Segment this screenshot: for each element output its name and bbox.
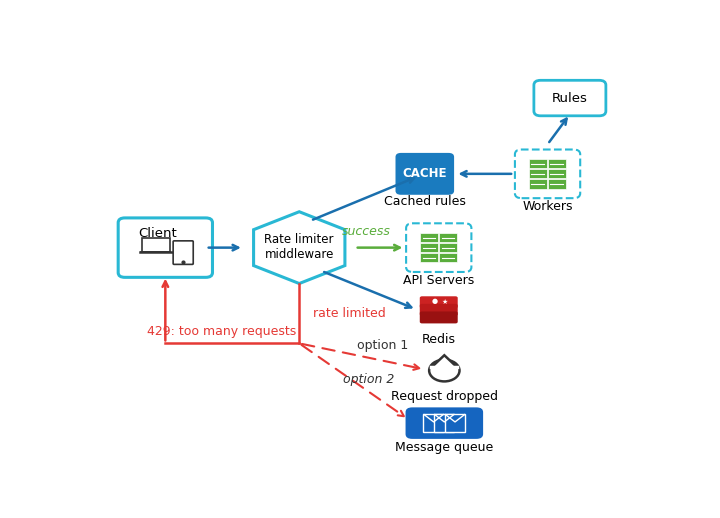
Text: Workers: Workers xyxy=(522,200,573,213)
FancyBboxPatch shape xyxy=(534,80,606,116)
Text: option 1: option 1 xyxy=(357,339,408,352)
Text: success: success xyxy=(342,225,391,238)
Text: Rate limiter: Rate limiter xyxy=(264,233,334,246)
FancyBboxPatch shape xyxy=(548,179,566,189)
Text: 429: too many requests: 429: too many requests xyxy=(146,325,296,338)
Text: rate limited: rate limited xyxy=(313,307,386,320)
FancyBboxPatch shape xyxy=(445,414,465,432)
FancyBboxPatch shape xyxy=(439,253,457,263)
Text: Redis: Redis xyxy=(422,333,456,346)
FancyBboxPatch shape xyxy=(420,311,458,323)
FancyBboxPatch shape xyxy=(439,243,457,252)
Text: ●: ● xyxy=(431,298,437,305)
Text: option 2: option 2 xyxy=(343,373,395,386)
FancyBboxPatch shape xyxy=(420,296,458,308)
Polygon shape xyxy=(431,355,457,367)
FancyBboxPatch shape xyxy=(420,304,458,316)
FancyBboxPatch shape xyxy=(420,243,438,252)
Text: Message queue: Message queue xyxy=(395,441,493,454)
Polygon shape xyxy=(253,212,345,283)
Text: API Servers: API Servers xyxy=(403,274,474,287)
Text: middleware: middleware xyxy=(264,248,334,261)
FancyBboxPatch shape xyxy=(423,414,444,432)
FancyBboxPatch shape xyxy=(406,223,472,272)
Text: Client: Client xyxy=(138,227,177,240)
FancyBboxPatch shape xyxy=(173,241,193,264)
FancyBboxPatch shape xyxy=(405,407,483,439)
Text: Rules: Rules xyxy=(552,92,588,105)
FancyBboxPatch shape xyxy=(420,233,438,242)
FancyBboxPatch shape xyxy=(439,233,457,242)
FancyBboxPatch shape xyxy=(529,169,547,179)
FancyBboxPatch shape xyxy=(118,218,212,277)
Text: Request dropped: Request dropped xyxy=(391,390,498,403)
FancyBboxPatch shape xyxy=(434,414,454,432)
Text: CACHE: CACHE xyxy=(402,167,447,180)
FancyBboxPatch shape xyxy=(548,169,566,179)
FancyBboxPatch shape xyxy=(529,159,547,168)
Text: ★: ★ xyxy=(441,299,447,305)
FancyBboxPatch shape xyxy=(548,159,566,168)
FancyBboxPatch shape xyxy=(529,179,547,189)
Text: Cached rules: Cached rules xyxy=(384,195,466,208)
Polygon shape xyxy=(477,416,482,430)
FancyBboxPatch shape xyxy=(420,253,438,263)
FancyBboxPatch shape xyxy=(395,153,454,195)
FancyBboxPatch shape xyxy=(515,150,580,198)
FancyBboxPatch shape xyxy=(142,238,170,252)
